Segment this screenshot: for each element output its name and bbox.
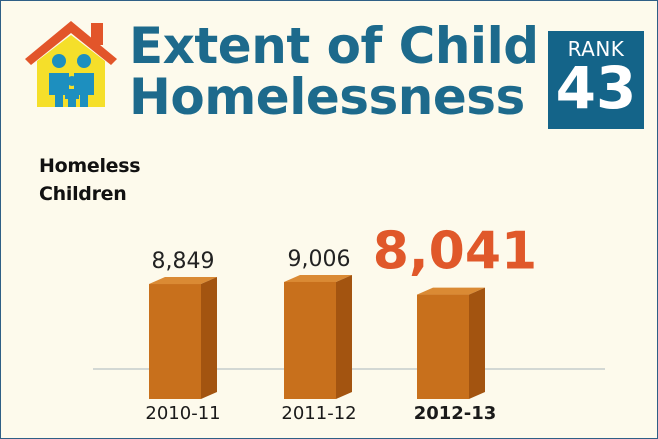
bar-top-face	[417, 287, 485, 295]
rank-value: 43	[555, 54, 637, 122]
category-label: 2010-11	[145, 403, 220, 424]
bar-top-face	[284, 274, 352, 282]
bar-front-face	[149, 284, 201, 399]
y-axis-label-line-2: Children	[39, 183, 127, 205]
y-axis-label-line-1: Homeless	[39, 155, 141, 177]
value-label: 8,849	[152, 249, 215, 274]
bar-front-face	[417, 294, 469, 399]
bar-top-face	[149, 277, 217, 285]
y-axis-label: Homeless Children	[39, 152, 141, 208]
title-line-2: Homelessness	[129, 68, 525, 126]
bar-2011-12	[284, 274, 352, 399]
bar-2010-11	[149, 277, 217, 399]
bar-front-face	[284, 281, 336, 399]
bar-side-face	[336, 274, 352, 399]
value-label: 8,041	[373, 222, 537, 282]
bar-side-face	[201, 277, 217, 399]
category-label: 2011-12	[281, 403, 356, 424]
rank-label: RANK	[567, 37, 625, 61]
rank-badge: RANK 43	[548, 31, 644, 129]
page-title: Extent of Child Homelessness	[129, 21, 539, 123]
value-label: 9,006	[288, 247, 351, 272]
bar-side-face	[469, 287, 485, 399]
title-line-1: Extent of Child	[129, 17, 539, 75]
bar-2012-13	[417, 287, 485, 399]
house-family-icon	[25, 21, 117, 107]
category-label: 2012-13	[414, 403, 497, 424]
